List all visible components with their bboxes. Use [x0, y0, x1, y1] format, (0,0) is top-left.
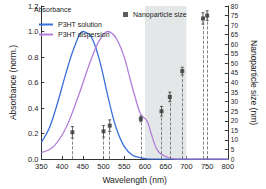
- svg-text:Absorbance: Absorbance: [34, 6, 71, 13]
- svg-text:75: 75: [231, 12, 239, 19]
- svg-text:Wavelength (nm): Wavelength (nm): [102, 175, 167, 185]
- svg-text:50: 50: [231, 60, 239, 67]
- svg-text:35: 35: [231, 89, 239, 96]
- svg-text:55: 55: [231, 50, 239, 57]
- svg-text:1.0: 1.0: [28, 27, 38, 36]
- svg-text:600: 600: [139, 162, 152, 171]
- svg-text:500: 500: [97, 162, 110, 171]
- svg-text:700: 700: [180, 162, 193, 171]
- svg-text:20: 20: [231, 117, 239, 124]
- svg-text:Absorbance (norm.): Absorbance (norm.): [8, 45, 18, 120]
- svg-text:P3HT solution: P3HT solution: [58, 21, 102, 28]
- svg-text:30: 30: [231, 98, 239, 105]
- svg-text:400: 400: [56, 162, 69, 171]
- svg-text:550: 550: [118, 162, 131, 171]
- svg-text:65: 65: [231, 31, 239, 38]
- svg-text:5: 5: [231, 146, 235, 153]
- svg-text:750: 750: [201, 162, 214, 171]
- svg-text:45: 45: [231, 69, 239, 76]
- svg-text:P3HT dispersion: P3HT dispersion: [58, 31, 110, 39]
- svg-text:Nanoparticle size (nm): Nanoparticle size (nm): [249, 40, 259, 125]
- svg-text:70: 70: [231, 22, 239, 29]
- svg-text:60: 60: [231, 41, 239, 48]
- svg-text:15: 15: [231, 127, 239, 134]
- svg-text:40: 40: [231, 79, 239, 86]
- svg-text:0: 0: [230, 155, 235, 163]
- svg-text:0.2: 0.2: [28, 129, 38, 138]
- svg-text:10: 10: [231, 136, 239, 143]
- svg-text:Nanoparticle size: Nanoparticle size: [133, 11, 187, 19]
- svg-text:0.4: 0.4: [28, 104, 38, 113]
- svg-text:80: 80: [231, 3, 239, 10]
- svg-text:0.0: 0.0: [27, 154, 39, 164]
- svg-text:650: 650: [159, 162, 172, 171]
- svg-text:350: 350: [35, 162, 48, 171]
- svg-text:25: 25: [231, 108, 239, 115]
- svg-text:0.8: 0.8: [28, 53, 38, 62]
- svg-text:0.6: 0.6: [28, 78, 38, 87]
- svg-text:800: 800: [222, 162, 235, 171]
- svg-text:450: 450: [77, 162, 90, 171]
